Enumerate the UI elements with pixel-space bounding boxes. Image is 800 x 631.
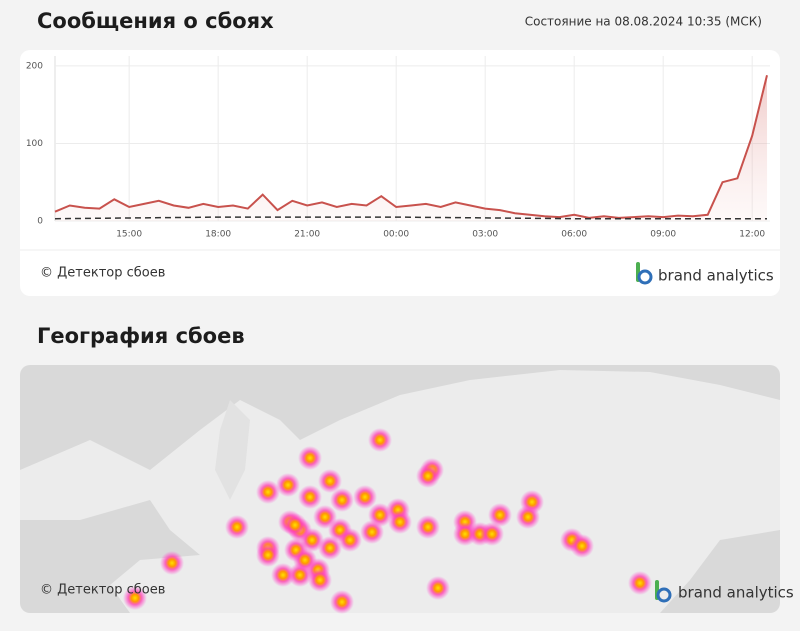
x-tick-label: 21:00 [294,230,320,240]
heat-spot [256,543,280,567]
heat-spot [308,568,332,592]
heat-spot [516,505,540,529]
heat-spot [330,488,354,512]
heat-spot [426,576,450,600]
heat-spot [283,513,307,537]
copyright: © Детектор сбоев [40,266,165,281]
heatmap [123,428,652,614]
chart-card [20,50,780,296]
heat-spot [225,515,249,539]
x-tick-label: 15:00 [116,230,142,240]
map [20,365,780,613]
x-tick-label: 06:00 [561,230,587,240]
heat-spot [298,446,322,470]
heat-spot [123,586,147,610]
heat-spot [480,522,504,546]
x-tick-label: 00:00 [383,230,409,240]
map-brand: brand analytics [678,584,794,602]
line [54,74,768,219]
y-tick-label: 0 [37,217,43,227]
plot: 0 100 200 15:00 18:00 21:00 00:00 03:00 06:00 09:… [26,56,770,240]
heat-spot [276,473,300,497]
heat-spot [353,485,377,509]
heat-spot [160,551,184,575]
heat-spot [271,563,295,587]
heat-spot [416,464,440,488]
heat-spot [256,480,280,504]
heat-spot [488,503,512,527]
heat-spot [300,528,324,552]
heat-spot [298,485,322,509]
heat-spot [318,469,342,493]
line [54,216,767,220]
heat-spot [388,510,412,534]
y-tick-label: 200 [26,61,43,71]
heat-spot [338,528,362,552]
heat-spot [293,548,317,572]
x-tick-label: 09:00 [650,230,676,240]
y-tick-label: 100 [26,139,43,149]
map-title: География сбоев [37,324,245,348]
heat-spot [416,515,440,539]
title: Сообщения о сбоях [37,9,274,33]
status: Состояние на 08.08.2024 10:35 (МСК) [525,15,762,29]
map-copyright: © Детектор сбоев [40,583,165,598]
heat-spot [318,536,342,560]
heat-spot [570,534,594,558]
brand: brand analytics [658,267,774,285]
x-tick-label: 12:00 [739,230,765,240]
heat-spot [368,428,392,452]
x-tick-label: 18:00 [205,230,231,240]
logo [636,262,653,285]
map-logo [655,580,672,603]
x-tick-label: 03:00 [472,230,498,240]
heat-spot [360,520,384,544]
heat-spot [330,590,354,614]
heat-spot [628,571,652,595]
